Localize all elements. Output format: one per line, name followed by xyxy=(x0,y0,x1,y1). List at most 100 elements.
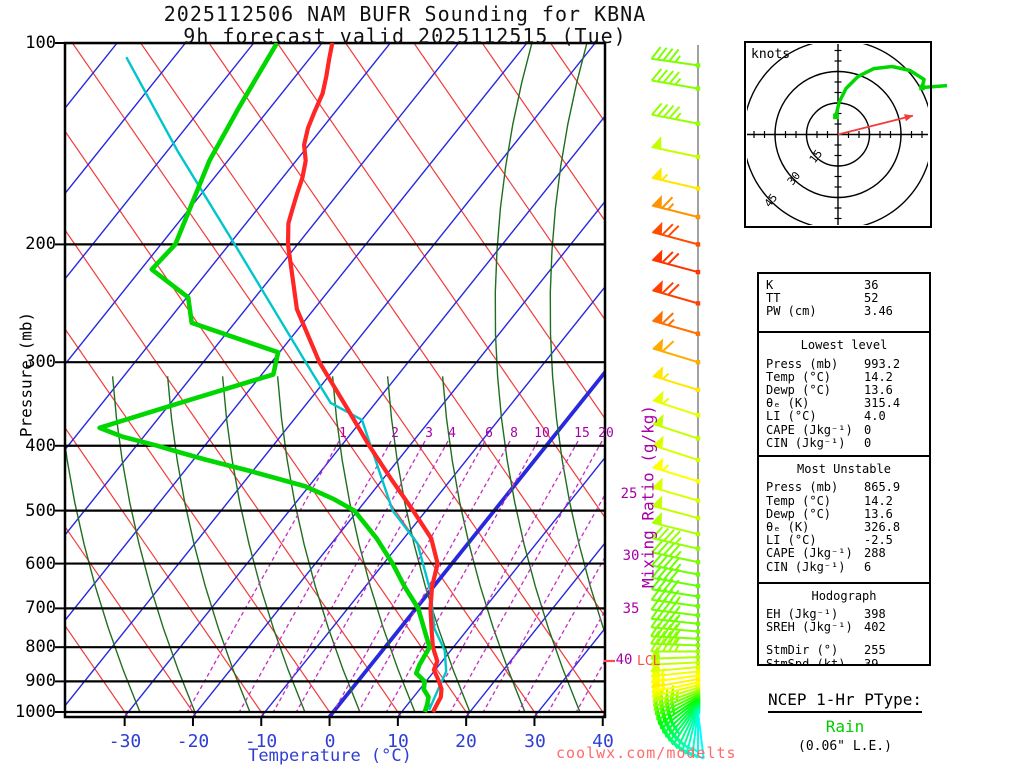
hodograph-units-label: knots xyxy=(751,47,791,62)
indices-section-title: Most Unstable xyxy=(797,462,891,477)
temperature-tick-label: 20 xyxy=(455,731,477,752)
ptype-extra: (0.06" L.E.) xyxy=(798,739,892,754)
index-label: CAPE (Jkg⁻¹) xyxy=(766,422,853,437)
pressure-tick-label: 300 xyxy=(25,352,56,372)
mixing-ratio-label: 30 xyxy=(622,548,640,564)
indices-row: StmSpd (kt) 39 xyxy=(766,656,922,664)
temperature-tick-label: 30 xyxy=(524,731,546,752)
ptype-block: NCEP 1-Hr PType: Rain (0.06" L.E.) xyxy=(748,690,942,754)
temperature-tick-label: 40 xyxy=(592,731,614,752)
pressure-tick-label: 200 xyxy=(25,234,56,254)
wind-barbs xyxy=(650,46,705,760)
pressure-axis-label: Pressure (mb) xyxy=(16,311,36,438)
mixing-ratio-label: 40 xyxy=(615,652,633,668)
indices-row: Temp (°C) 14.2 xyxy=(766,493,922,508)
chart-title-line1: 2025112506 NAM BUFR Sounding for KBNA xyxy=(163,2,647,26)
index-label: θₑ (K) xyxy=(766,396,810,411)
mixing-ratio-label: 20 xyxy=(598,426,614,441)
indices-row: K 36 xyxy=(766,278,922,292)
indices-section: Lowest level Press (mb) 993.2 Temp (°C) 14.2… xyxy=(759,331,929,455)
lcl-label: LCL xyxy=(637,654,661,669)
skewt-gridlines xyxy=(65,43,605,717)
plot-border xyxy=(63,41,607,719)
indices-panel: K 36 TT 52 PW (cm) 3.46 Lowest level Press (mb)… xyxy=(757,272,931,666)
indices-row: TT 52 xyxy=(766,292,922,305)
indices-row: LI (°C) 4.0 xyxy=(766,410,922,423)
index-label: TT xyxy=(766,291,781,306)
indices-section-title: Lowest level xyxy=(800,338,888,353)
index-value: 315.4 xyxy=(864,396,901,411)
indices-row: CIN (Jkg⁻¹) 0 xyxy=(766,436,922,450)
mixing-ratio-label: 25 xyxy=(620,486,638,502)
index-label: SREH (Jkg⁻¹) xyxy=(766,620,853,635)
indices-section: Most Unstable Press (mb) 865.9 Temp (°C) 14.… xyxy=(759,455,929,582)
mixing-ratio-label: 1 xyxy=(339,426,347,441)
index-value: 36 xyxy=(864,278,879,292)
index-label: LI (°C) xyxy=(766,533,817,548)
indices-row: Dewp (°C) 13.6 xyxy=(766,507,922,521)
index-value: 0 xyxy=(864,422,872,437)
mixing-ratio-label: 6 xyxy=(485,426,493,441)
temperature-tick-label: -30 xyxy=(108,731,142,752)
indices-row: SREH (Jkg⁻¹) 402 xyxy=(766,621,922,634)
indices-row: PW (cm) 3.46 xyxy=(766,305,922,318)
index-value: 993.2 xyxy=(864,356,901,371)
index-value: 4.0 xyxy=(864,409,886,424)
index-value: 13.6 xyxy=(864,383,893,398)
ptype-title: NCEP 1-Hr PType: xyxy=(767,690,923,713)
pressure-tick-label: 100 xyxy=(25,33,56,53)
mixing-ratio-label: 3 xyxy=(425,426,433,441)
index-value: 14.2 xyxy=(864,493,893,508)
pressure-tick-label: 400 xyxy=(25,436,56,456)
temperature-trace xyxy=(285,43,444,713)
index-label: PW (cm) xyxy=(766,304,817,319)
hodograph xyxy=(744,41,948,228)
indices-section: K 36 TT 52 PW (cm) 3.46 xyxy=(759,274,929,331)
index-label: LI (°C) xyxy=(766,409,817,424)
dewpoint-trace xyxy=(97,43,432,713)
index-value: 39 xyxy=(864,656,879,664)
temperature-tick-label: -20 xyxy=(176,731,210,752)
pressure-tick-label: 700 xyxy=(25,598,56,618)
pressure-tick-label: 1000 xyxy=(15,702,56,722)
index-label: CAPE (Jkg⁻¹) xyxy=(766,546,853,561)
index-label: EH (Jkg⁻¹) xyxy=(766,607,839,622)
chart-title-line2: 9h forecast valid 2025112515 (Tue) xyxy=(183,24,627,48)
temperature-tick-label: 10 xyxy=(387,731,409,752)
index-value: 402 xyxy=(864,620,886,635)
indices-row: EH (Jkg⁻¹) 398 xyxy=(766,607,922,622)
mixing-ratio-label: 8 xyxy=(510,426,518,441)
mixing-ratio-label: 4 xyxy=(448,426,456,441)
pressure-tick-label: 600 xyxy=(25,554,56,574)
index-label: Press (mb) xyxy=(766,356,839,371)
mixing-ratio-label: 10 xyxy=(534,426,550,441)
indices-row: StmDir (°) 255 xyxy=(766,644,922,657)
wetbulb-trace xyxy=(125,56,448,711)
index-label: Press (mb) xyxy=(766,480,839,495)
index-label: K xyxy=(766,278,774,292)
index-label: StmSpd (kt) xyxy=(766,656,846,664)
hodograph-trace xyxy=(834,64,948,117)
index-label: Dewp (°C) xyxy=(766,383,832,398)
watermark: coolwx.com/modelts xyxy=(556,744,737,762)
mixing-ratio-label: 15 xyxy=(574,426,590,441)
mixing-ratio-axis-label: Mixing Ratio (g/kg) xyxy=(638,404,658,589)
indices-row: CAPE (Jkg⁻¹) 0 xyxy=(766,422,922,437)
index-value: 6 xyxy=(864,559,872,574)
pressure-tick-label: 800 xyxy=(25,637,56,657)
index-value: 3.46 xyxy=(864,304,893,319)
index-label: CIN (Jkg⁻¹) xyxy=(766,559,846,574)
indices-section-title: Hodograph xyxy=(811,588,877,603)
temperature-tick-label: -10 xyxy=(244,731,278,752)
indices-row: Press (mb) 993.2 xyxy=(766,356,922,371)
index-value: 255 xyxy=(864,643,886,658)
index-value: -2.5 xyxy=(864,533,893,548)
indices-row: θₑ (K) 326.8 xyxy=(766,519,922,534)
indices-row: Temp (°C) 14.2 xyxy=(766,370,922,384)
index-label: θₑ (K) xyxy=(766,519,810,534)
index-value: 288 xyxy=(864,546,886,561)
mixing-ratio-label: 2 xyxy=(391,426,399,441)
pressure-tick-label: 500 xyxy=(25,501,56,521)
